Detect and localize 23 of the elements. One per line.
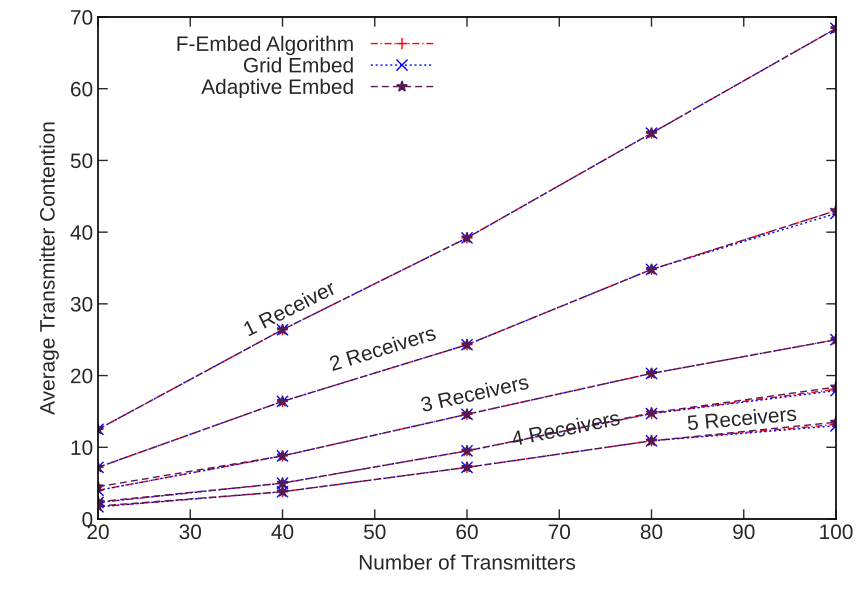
x-tick-label: 70	[548, 524, 570, 540]
x-tick-label: 30	[179, 524, 202, 540]
annotation: 4 Receivers	[510, 414, 620, 446]
annotation: 5 Receivers	[687, 406, 797, 430]
legend-label: Adaptive Embed	[201, 78, 353, 98]
annotation: 3 Receivers	[420, 374, 530, 412]
y-tick-label: 50	[70, 153, 92, 168]
y-tick-label: 40	[70, 225, 92, 240]
x-tick-label: 90	[733, 524, 755, 540]
y-tick-label: 60	[71, 82, 92, 96]
y-tick-label: 30	[70, 296, 92, 312]
x-tick-label: 50	[364, 524, 386, 540]
y-axis-title: Average Transmitter Contention	[39, 122, 59, 415]
x-tick-label: 60	[456, 524, 478, 540]
x-tick-label: 40	[271, 524, 294, 540]
x-axis-title: Number of Transmitters	[360, 554, 576, 570]
x-tick-label: 100	[820, 524, 853, 540]
legend-label: F-Embed Algorithm	[178, 36, 353, 56]
y-tick-label: 10	[72, 440, 92, 456]
y-tick-label: 70	[71, 10, 92, 25]
y-tick-label: 20	[71, 368, 92, 384]
x-tick-label: 80	[640, 524, 662, 540]
legend-label: Grid Embed	[244, 57, 353, 73]
